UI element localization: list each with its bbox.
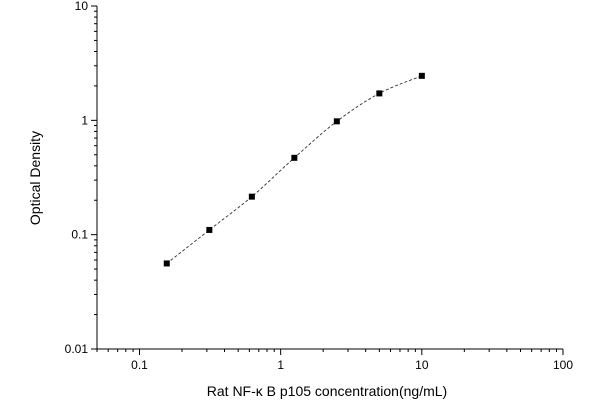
data-point: [163, 260, 170, 267]
y-tick-label: 0.01: [65, 342, 89, 356]
data-point: [206, 226, 213, 233]
x-axis-label: Rat NF-κ B p105 concentration(ng/mL): [207, 383, 447, 399]
data-points: [163, 72, 425, 267]
fit-curve-layer: [166, 75, 423, 264]
y-tick-label: 0.1: [71, 228, 88, 242]
y-tick-label: 10: [75, 0, 89, 13]
fit-curve: [166, 75, 423, 264]
data-point: [248, 193, 255, 200]
data-point: [376, 90, 383, 97]
x-tick-label: 1: [277, 358, 284, 372]
tick-labels: 0.1 1 10 100 0.01 0.1 1 10: [65, 0, 574, 372]
x-tick-label: 10: [415, 358, 429, 372]
data-point: [333, 118, 340, 125]
x-tick-label: 0.1: [131, 358, 148, 372]
axes: [91, 5, 564, 355]
data-point: [291, 154, 298, 161]
y-tick-label: 1: [81, 113, 88, 127]
data-point: [418, 72, 425, 79]
y-axis-label: Optical Density: [27, 131, 43, 225]
x-tick-label: 100: [553, 358, 573, 372]
